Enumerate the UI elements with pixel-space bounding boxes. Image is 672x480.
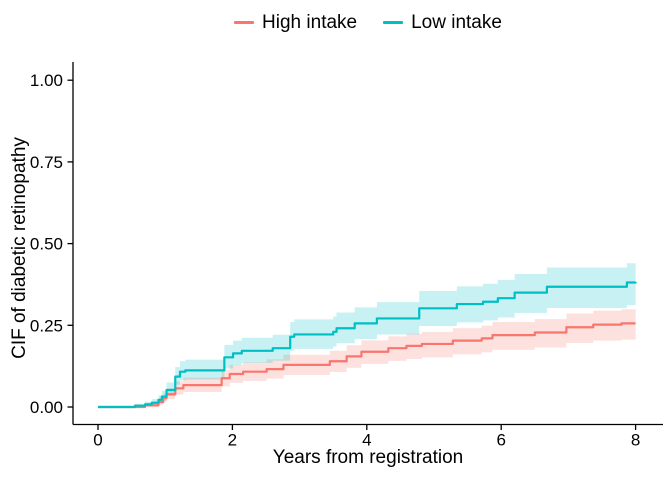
x-axis-title: Years from registration	[272, 447, 464, 468]
low-intake-line	[98, 281, 637, 409]
legend-label-low-intake: Low intake	[411, 12, 502, 33]
x-tick-label: 2	[228, 431, 237, 450]
y-tick-label: 0.50	[30, 235, 63, 254]
legend-key-line-high-intake	[234, 21, 255, 24]
y-tick-label: 0.75	[30, 153, 63, 172]
x-tick-label: 6	[496, 431, 505, 450]
y-tick-label: 1.00	[30, 71, 63, 90]
legend: High intake Low intake	[73, 13, 663, 32]
x-tick-label: 0	[93, 431, 102, 450]
legend-label-high-intake: High intake	[262, 12, 358, 33]
high-intake-line	[98, 322, 636, 409]
x-tick-label: 4	[362, 431, 371, 450]
legend-item-low-intake: Low intake	[383, 13, 502, 32]
legend-item-high-intake: High intake	[234, 13, 357, 32]
y-tick-label: 0.25	[30, 316, 63, 335]
legend-key-line-low-intake	[383, 21, 404, 24]
y-tick-label: 0.00	[30, 398, 63, 417]
high-intake-confidence-band	[98, 309, 636, 407]
y-axis-title: CIF of diabetic retinopathy	[9, 137, 30, 359]
x-tick-label: 8	[631, 431, 640, 450]
